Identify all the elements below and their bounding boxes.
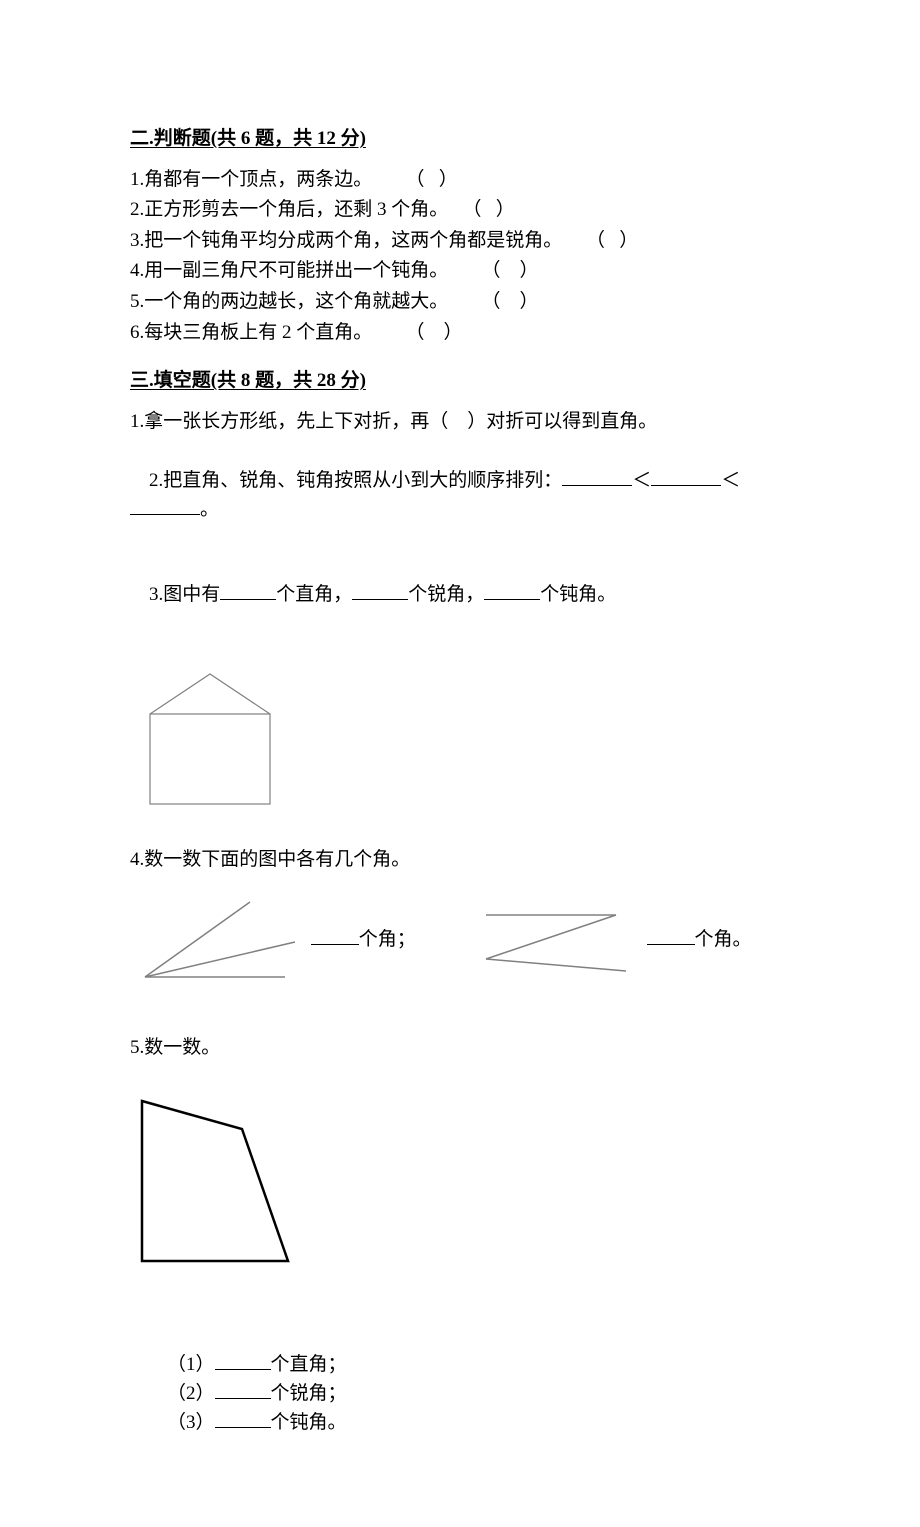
section-2-heading: 二.判断题(共 6 题，共 12 分) xyxy=(130,126,790,153)
fill-q2-text-b: 。 xyxy=(200,499,219,520)
fill-q3-a: 3.图中有 xyxy=(149,584,220,605)
q4-cap2-suffix: 个角。 xyxy=(695,929,752,950)
worksheet-page: 二.判断题(共 6 题，共 12 分) 1.角都有一个顶点，两条边。 （ ） 2… xyxy=(0,0,920,1527)
fill-q3-b: 个直角， xyxy=(276,584,352,605)
blank[interactable] xyxy=(484,580,540,600)
figure-house xyxy=(130,654,790,818)
fill-q2-text-a: 2.把直角、锐角、钝角按照从小到大的顺序排列： xyxy=(149,470,562,491)
fill-q3-c: 个锐角， xyxy=(408,584,484,605)
fill-q4: 4.数一数下面的图中各有几个角。 xyxy=(130,847,790,874)
q5-1b: 个直角； xyxy=(271,1354,347,1375)
fill-q2: 2.把直角、锐角、钝角按照从小到大的顺序排列：＜＜。 xyxy=(130,439,790,549)
fill-q3: 3.图中有 个直角， 个锐角， 个钝角。 xyxy=(130,554,790,636)
judge-q1: 1.角都有一个顶点，两条边。 （ ） xyxy=(130,167,790,194)
judge-q4: 4.用一副三角尺不可能拼出一个钝角。 （ ） xyxy=(130,258,790,285)
blank[interactable] xyxy=(215,1408,271,1428)
angle-rays-diagram-icon xyxy=(130,892,300,987)
blank[interactable] xyxy=(647,925,695,945)
blank[interactable] xyxy=(651,466,721,486)
q5-2b: 个锐角； xyxy=(271,1383,347,1404)
fill-q3-d: 个钝角。 xyxy=(540,584,616,605)
pentagon-diagram-icon xyxy=(130,1089,305,1267)
z-shape-diagram-icon xyxy=(466,897,636,982)
fill-q1: 1.拿一张长方形纸，先上下对折，再（ ）对折可以得到直角。 xyxy=(130,409,790,436)
blank[interactable] xyxy=(352,580,408,600)
blank[interactable] xyxy=(562,466,632,486)
q5-3a: （3） xyxy=(167,1412,215,1433)
house-diagram-icon xyxy=(130,654,290,809)
judge-q5: 5.一个角的两边越长，这个角就越大。 （ ） xyxy=(130,289,790,316)
q5-3b: 个钝角。 xyxy=(271,1412,347,1433)
q4-cap1-suffix: 个角； xyxy=(359,929,416,950)
q5-1a: （1） xyxy=(167,1354,215,1375)
judge-q6: 6.每块三角板上有 2 个直角。 （ ） xyxy=(130,320,790,347)
q4-caption-1: 个角； xyxy=(306,925,416,954)
blank[interactable] xyxy=(311,925,359,945)
judge-q2: 2.正方形剪去一个角后，还剩 3 个角。 （ ） xyxy=(130,197,790,224)
q5-2a: （2） xyxy=(167,1383,215,1404)
figure-row-q4: 个角； 个角。 xyxy=(130,892,790,987)
blank[interactable] xyxy=(130,495,200,515)
fill-q5: 5.数一数。 xyxy=(130,1035,790,1062)
blank[interactable] xyxy=(215,1350,271,1370)
blank[interactable] xyxy=(215,1379,271,1399)
figure-pentagon xyxy=(130,1089,790,1276)
blank[interactable] xyxy=(220,580,276,600)
judge-q3: 3.把一个钝角平均分成两个角，这两个角都是锐角。 （ ） xyxy=(130,228,790,255)
section-3-heading: 三.填空题(共 8 题，共 28 分) xyxy=(130,368,790,395)
q4-caption-2: 个角。 xyxy=(642,925,752,954)
fill-q5-answers: （1） 个直角； （2） 个锐角； （3） 个钝角。 xyxy=(148,1324,790,1463)
